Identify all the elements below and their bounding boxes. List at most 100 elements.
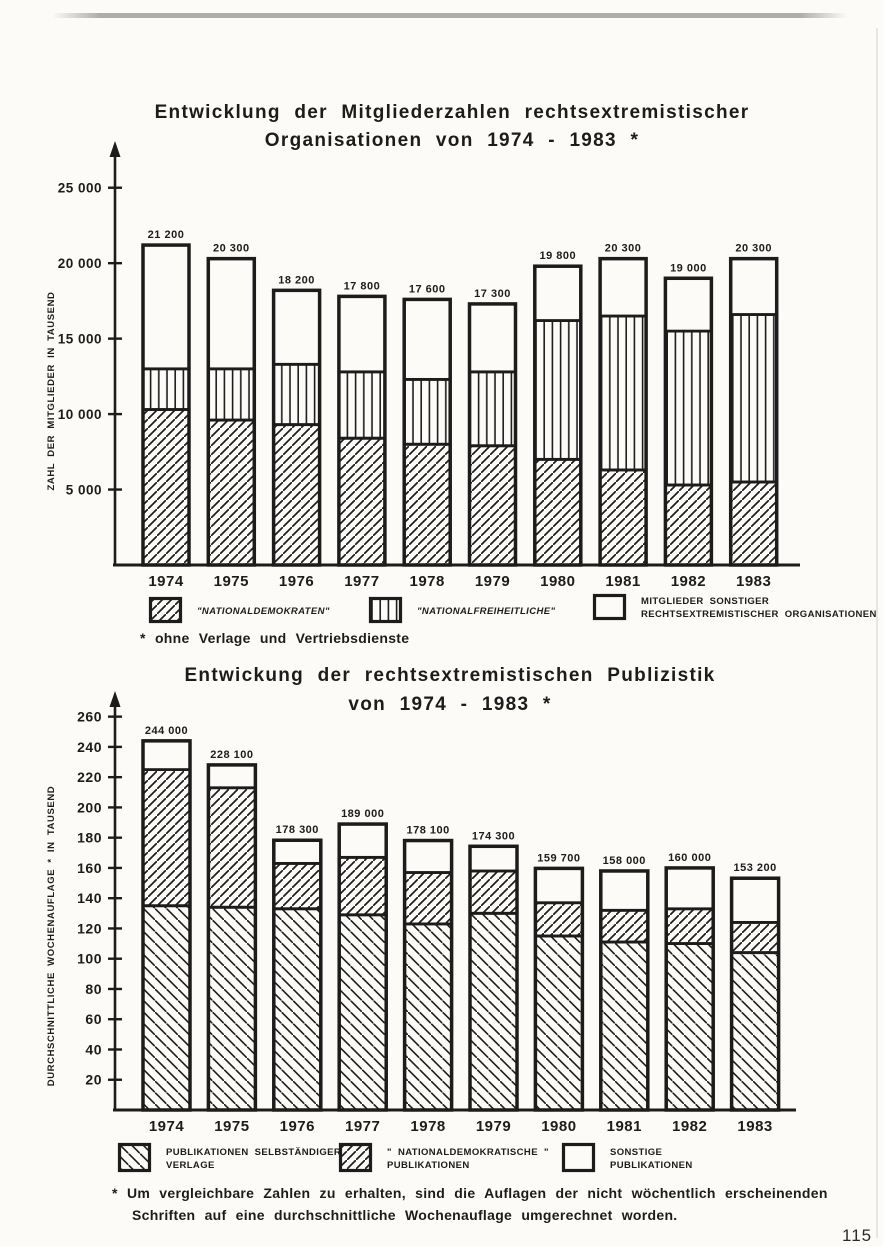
x-tick-label: 1983 — [737, 1118, 772, 1135]
bar-value-label: 160 000 — [668, 852, 711, 864]
bar-1981-segment-0 — [598, 468, 648, 567]
bar-1977-segment-1 — [337, 370, 387, 440]
bar-1976-segment-1 — [272, 362, 322, 427]
bar-1975-segment-0 — [206, 905, 257, 1112]
y-tick-label: 260 — [77, 709, 102, 725]
bar-value-label: 20 300 — [213, 243, 250, 255]
bar-outline — [141, 243, 191, 567]
bar-outline — [467, 302, 518, 567]
bar-outline — [598, 256, 648, 567]
publications-chart-title-line1: Entwickung der rechtsextremistischen Pub… — [184, 665, 716, 686]
bar-1981-segment-2 — [598, 257, 648, 318]
bar-1982-segment-1 — [664, 329, 713, 487]
bar-1981-segment-1 — [598, 314, 648, 472]
y-tick-label: 20 000 — [58, 256, 102, 271]
bar-outline — [402, 838, 454, 1112]
bar-1979 — [467, 302, 518, 567]
bar-outline — [337, 294, 387, 567]
bar-1977-segment-1 — [337, 855, 388, 917]
bar-1976-segment-2 — [272, 288, 322, 366]
bar-value-label: 153 200 — [733, 862, 776, 874]
legend-swatch-hatch-f — [148, 596, 183, 624]
bar-1977-segment-2 — [337, 294, 387, 374]
bar-outline — [663, 276, 714, 567]
bar-outline — [533, 264, 583, 567]
publications-chart-svg: 20 40 60 80 100 120 140 160 180 200 220 240 260 244 0… — [77, 691, 796, 1135]
bar-outline — [206, 763, 258, 1112]
bar-1983-segment-0 — [730, 951, 780, 1112]
bar-outline — [468, 844, 519, 1112]
bar-1980 — [533, 866, 585, 1112]
publications-chart-footnote-line2: Schriften auf eine durchschnittliche Woc… — [132, 1207, 678, 1223]
bar-1982-segment-1 — [664, 907, 715, 945]
members-legend-item-0: "NATIONALDEMOKRATEN" — [148, 596, 330, 626]
legend-label: PUBLIKATIONEN SELBSTÄNDIGER VERLAGE — [166, 1146, 342, 1171]
legend-label: " NATIONALDEMOKRATISCHE " PUBLIKATIONEN — [387, 1146, 549, 1171]
bar-1983-segment-2 — [730, 876, 780, 924]
publications-chart-footnote-line1: * Um vergleichbare Zahlen zu erhalten, s… — [112, 1185, 828, 1201]
y-tick-label: 240 — [77, 739, 102, 755]
bar-1980-segment-2 — [533, 264, 583, 322]
bar-outline — [664, 866, 715, 1112]
bar-1978-segment-0 — [402, 442, 452, 567]
bar-1976-segment-0 — [272, 423, 322, 567]
bar-1977 — [337, 822, 388, 1112]
bar-1974-segment-0 — [141, 904, 192, 1112]
members-chart-title-line1: Entwicklung der Mitgliederzahlen rechtse… — [154, 102, 750, 123]
bar-1977-segment-0 — [337, 436, 387, 567]
x-tick-label: 1977 — [344, 573, 379, 590]
y-tick-label: 120 — [77, 920, 102, 936]
bar-value-label: 174 300 — [472, 830, 515, 842]
y-tick-label: 20 — [85, 1072, 102, 1088]
legend-label: MITGLIEDER SONSTIGER RECHTSEXTREMISTISCHE… — [641, 596, 877, 620]
bar-1975-segment-2 — [206, 763, 257, 790]
y-tick-label: 140 — [77, 890, 102, 906]
bar-1979 — [468, 844, 519, 1112]
members-legend-item-1: "NATIONALFREIHEITLICHE" — [368, 596, 555, 626]
bar-value-label: 20 300 — [735, 243, 772, 255]
bar-value-label: 17 600 — [409, 283, 446, 295]
x-tick-label: 1976 — [279, 573, 314, 590]
bar-outline — [271, 288, 322, 567]
x-tick-label: 1975 — [214, 573, 249, 590]
x-tick-label: 1980 — [541, 1118, 576, 1135]
x-tick-label: 1982 — [672, 1118, 707, 1135]
y-axis-arrow — [109, 691, 121, 707]
bar-outline — [272, 838, 323, 1112]
y-axis-arrow — [109, 141, 121, 157]
bar-1980-segment-1 — [533, 319, 583, 461]
bar-value-label: 159 700 — [537, 852, 580, 864]
bar-1978-segment-1 — [403, 871, 454, 926]
bar-1978-segment-0 — [403, 922, 454, 1112]
x-tick-label: 1981 — [605, 573, 640, 590]
x-tick-label: 1981 — [607, 1118, 642, 1135]
bar-value-label: 228 100 — [210, 749, 253, 761]
x-tick-label: 1976 — [280, 1118, 315, 1135]
publications-legend-item-1: " NATIONALDEMOKRATISCHE " PUBLIKATIONEN — [338, 1142, 549, 1175]
bar-value-label: 20 300 — [605, 243, 642, 255]
bar-1974-segment-0 — [141, 408, 191, 567]
bar-1974-segment-2 — [141, 739, 192, 771]
bar-1980-segment-2 — [533, 866, 584, 905]
bar-1980-segment-1 — [533, 901, 584, 938]
scan-artifact-top-line — [52, 13, 847, 18]
bar-1983 — [729, 876, 781, 1112]
bar-1979-segment-1 — [468, 370, 517, 448]
bar-1977-segment-2 — [337, 822, 388, 859]
publications-chart-title-line2: von 1974 - 1983 * — [348, 694, 552, 715]
bar-value-label: 244 000 — [145, 725, 188, 737]
publications-legend-item-0: PUBLIKATIONEN SELBSTÄNDIGER VERLAGE — [117, 1142, 341, 1175]
y-tick-label: 40 — [85, 1041, 102, 1057]
bar-1976 — [272, 838, 323, 1112]
bar-1981-segment-1 — [599, 908, 650, 944]
y-tick-label: 200 — [77, 799, 102, 815]
bar-1976-segment-1 — [272, 861, 323, 911]
page-number: 115 — [842, 1226, 873, 1245]
bar-outline — [729, 876, 781, 1112]
bar-1981 — [599, 869, 650, 1112]
x-tick-label: 1974 — [148, 573, 184, 590]
bar-outline — [599, 869, 650, 1112]
bar-outline — [337, 822, 388, 1112]
scan-artifact-right-edge — [876, 28, 878, 1238]
bar-1978-segment-1 — [402, 377, 452, 446]
